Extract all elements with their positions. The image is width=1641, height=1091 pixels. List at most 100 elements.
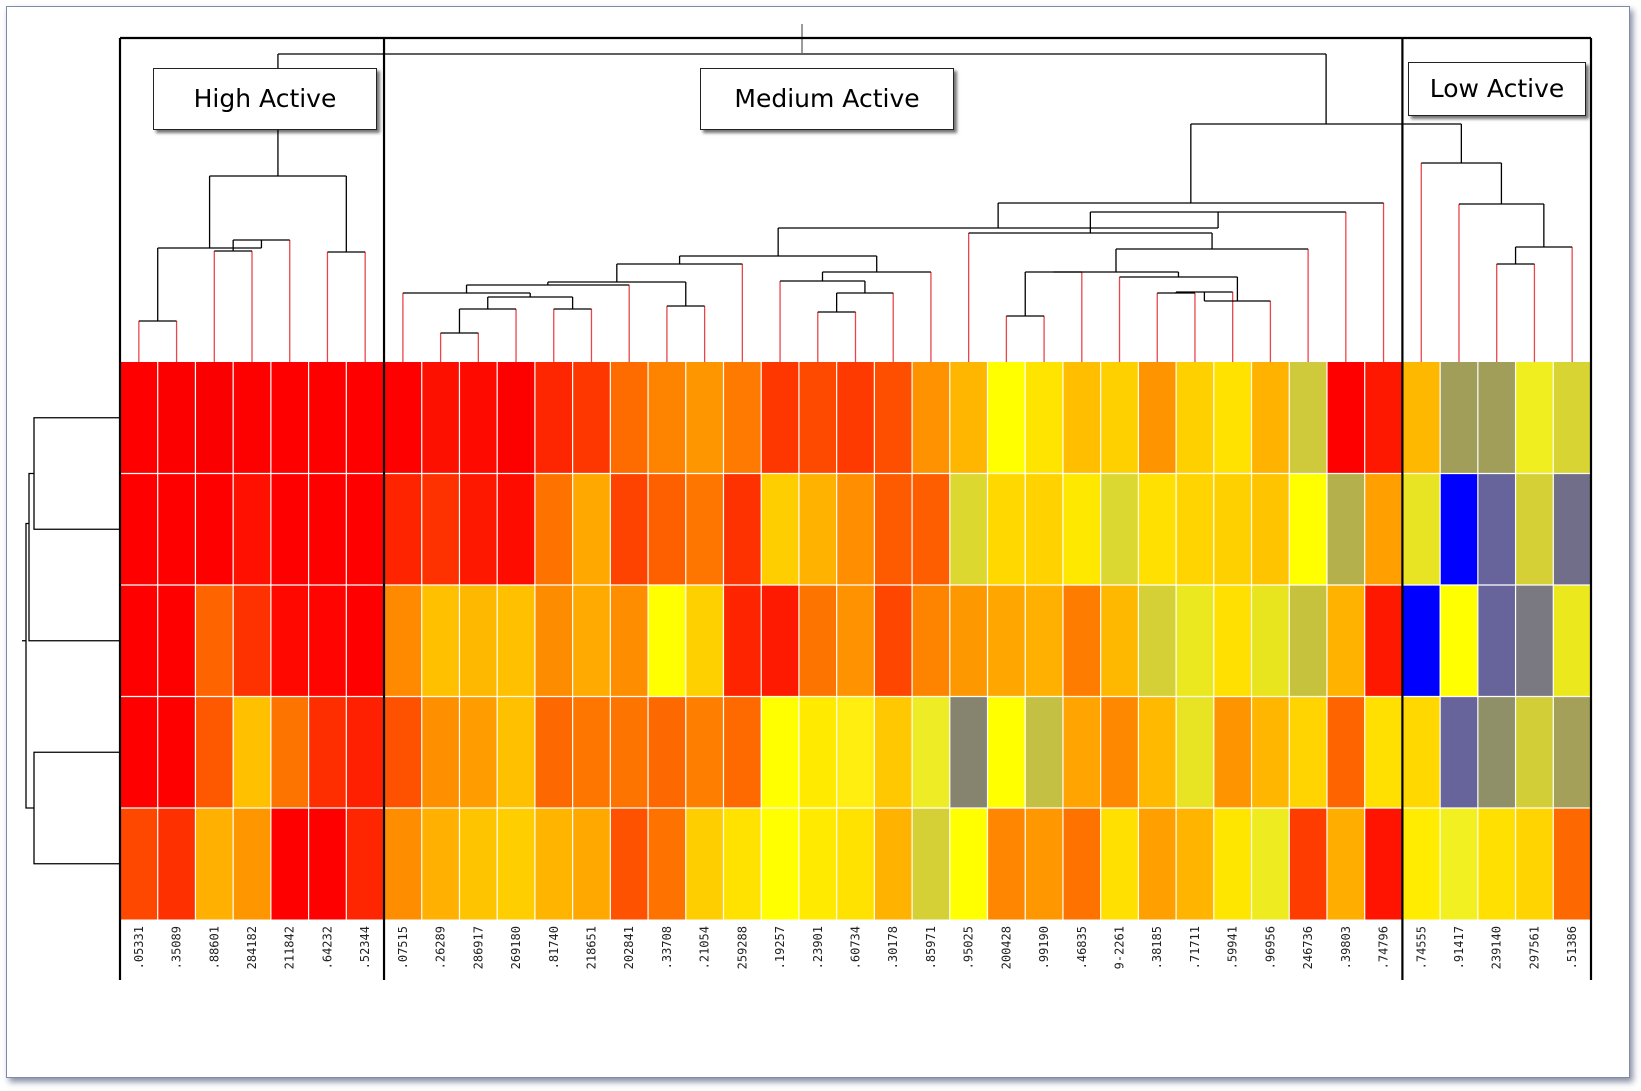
heatmap-cell xyxy=(1477,473,1516,585)
heatmap-cell xyxy=(421,362,460,474)
column-dendrogram xyxy=(138,24,1573,362)
row-dendrogram xyxy=(22,417,120,865)
heatmap-cell xyxy=(874,473,913,585)
heatmap-cell xyxy=(120,473,158,585)
heatmap-cell xyxy=(308,808,347,920)
heatmap-cell xyxy=(1062,362,1101,474)
heatmap-cell xyxy=(233,585,271,697)
heatmap-cell xyxy=(685,696,724,808)
heatmap-cell xyxy=(1025,696,1063,808)
heatmap-cell xyxy=(798,808,837,920)
row-dendrogram-branch xyxy=(33,417,120,530)
column-label: .85971 xyxy=(924,926,938,969)
heatmap-cell xyxy=(270,362,309,474)
heatmap-cell xyxy=(1176,362,1214,474)
heatmap-cell xyxy=(308,585,347,697)
heatmap-cell xyxy=(912,808,950,920)
column-label: 286917 xyxy=(471,926,485,969)
heatmap-cell xyxy=(233,696,271,808)
heatmap-cell xyxy=(1138,362,1177,474)
heatmap-cell xyxy=(1138,696,1177,808)
heatmap-cell xyxy=(1289,362,1327,474)
heatmap-cell xyxy=(874,362,913,474)
heatmap-cell xyxy=(459,362,498,474)
heatmap-cell xyxy=(648,585,686,697)
heatmap-cell xyxy=(384,473,422,585)
heatmap-cell xyxy=(120,808,158,920)
column-label: 297561 xyxy=(1527,926,1541,969)
heatmap-cell xyxy=(1440,585,1478,697)
heatmap-cell xyxy=(459,473,498,585)
heatmap-cell xyxy=(1402,362,1441,474)
heatmap-cell xyxy=(987,808,1026,920)
heatmap-cell xyxy=(761,696,799,808)
column-label: .95025 xyxy=(962,926,976,969)
column-label: .26289 xyxy=(434,926,448,969)
heatmap-cell xyxy=(685,585,724,697)
heatmap-cell xyxy=(1100,696,1139,808)
heatmap-cell xyxy=(610,473,649,585)
column-label: 218651 xyxy=(584,926,598,969)
heatmap-cell xyxy=(1213,473,1252,585)
column-label: .64232 xyxy=(320,926,334,969)
column-label: 202841 xyxy=(622,926,636,969)
column-label: .19257 xyxy=(773,926,787,969)
heatmap-cell xyxy=(497,808,535,920)
heatmap-cell xyxy=(1100,585,1139,697)
cluster-label-low: Low Active xyxy=(1408,62,1586,116)
column-label: .71711 xyxy=(1188,926,1202,969)
heatmap-cell xyxy=(497,362,535,474)
heatmap-cell xyxy=(1289,696,1327,808)
heatmap-cell xyxy=(572,696,611,808)
heatmap-cell xyxy=(1364,696,1403,808)
heatmap-cell xyxy=(912,696,950,808)
heatmap-cell xyxy=(497,473,535,585)
heatmap-cell xyxy=(384,362,422,474)
heatmap-cell xyxy=(421,585,460,697)
heatmap-cell xyxy=(610,362,649,474)
heatmap-cell xyxy=(1251,362,1290,474)
heatmap-cell xyxy=(1515,585,1554,697)
heatmap-cell xyxy=(761,362,799,474)
column-label: .33708 xyxy=(660,926,674,969)
heatmap-cell xyxy=(270,808,309,920)
heatmap-cell xyxy=(1025,808,1063,920)
heatmap-cell xyxy=(233,808,271,920)
heatmap-cell xyxy=(384,808,422,920)
column-label: .81740 xyxy=(547,926,561,969)
heatmap-cell xyxy=(648,362,686,474)
column-label: 259288 xyxy=(735,926,749,969)
heatmap-cell xyxy=(270,473,309,585)
heatmap-cell xyxy=(836,696,875,808)
heatmap-cell xyxy=(1251,473,1290,585)
column-label: 284182 xyxy=(245,926,259,969)
column-label: .99190 xyxy=(1037,926,1051,969)
column-label: 246736 xyxy=(1301,926,1315,969)
column-label: .74796 xyxy=(1377,926,1391,969)
heatmap-cell xyxy=(1364,808,1403,920)
heatmap-cell xyxy=(836,473,875,585)
column-label: .59941 xyxy=(1226,926,1240,969)
heatmap-cell xyxy=(1176,696,1214,808)
heatmap-cell xyxy=(308,362,347,474)
heatmap-cell xyxy=(1100,473,1139,585)
heatmap-cell xyxy=(1213,808,1252,920)
heatmap-cell xyxy=(346,696,385,808)
heatmap-cell xyxy=(987,696,1026,808)
heatmap-cell xyxy=(987,585,1026,697)
heatmap-cell xyxy=(1062,585,1101,697)
heatmap-cell xyxy=(949,362,988,474)
heatmap-cell xyxy=(610,808,649,920)
heatmap-cell xyxy=(1364,585,1403,697)
heatmap-cell xyxy=(270,585,309,697)
row-dendrogram-branch xyxy=(28,472,120,642)
heatmap-cell xyxy=(1553,362,1591,474)
heatmap-cell xyxy=(1553,585,1591,697)
heatmap-cell xyxy=(685,362,724,474)
heatmap-cell xyxy=(1402,808,1441,920)
heatmap-cell xyxy=(233,473,271,585)
heatmap-cell xyxy=(723,696,762,808)
heatmap-cell xyxy=(195,696,234,808)
heatmap-cell xyxy=(157,696,196,808)
